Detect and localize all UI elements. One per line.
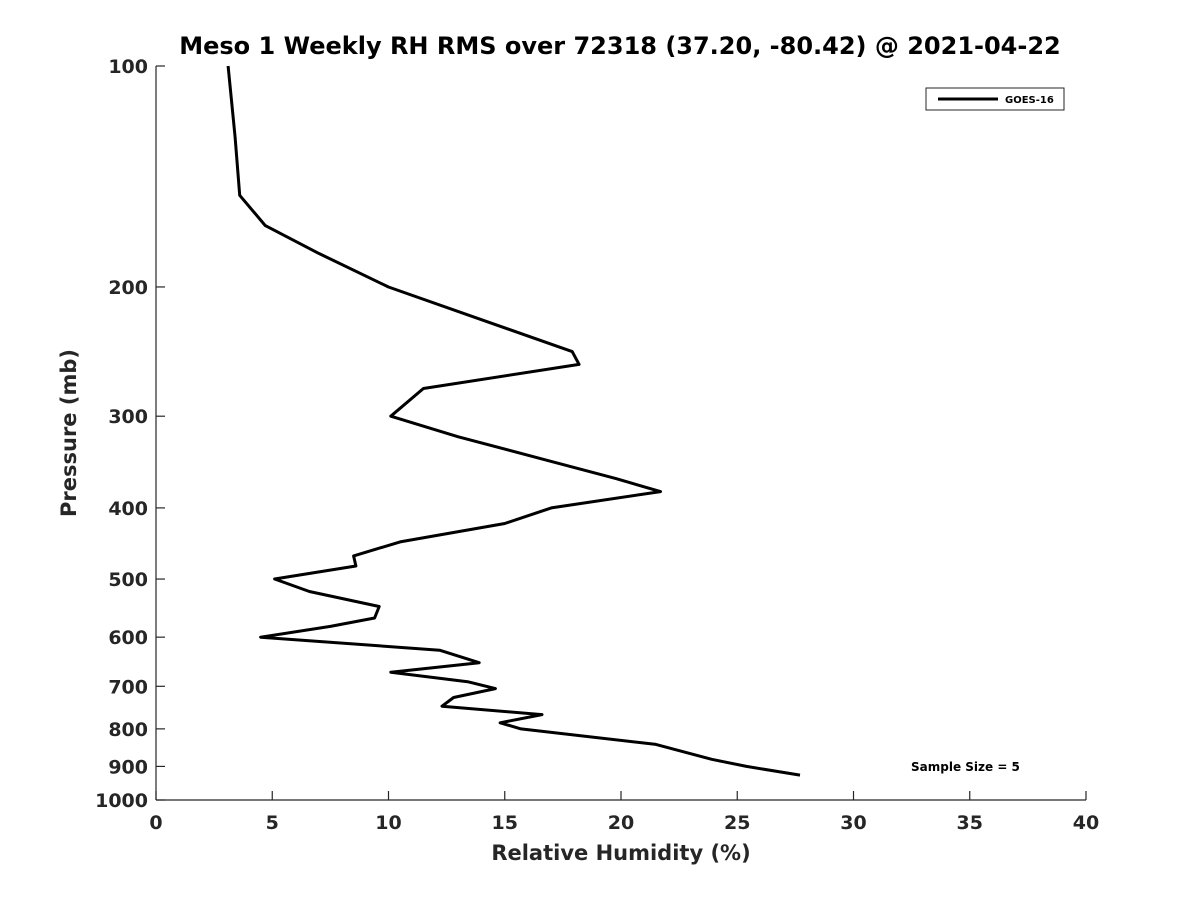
plot-area: 0 5 10 15 20 25 30 35 40 100 200 300 400 500 600 700 80…	[95, 56, 1099, 834]
y-tick-label: 400	[108, 498, 148, 520]
x-tick-label: 15	[492, 812, 518, 834]
y-tick-label: 800	[108, 719, 148, 741]
x-tick-label: 20	[608, 812, 634, 834]
legend: GOES-16	[925, 87, 1065, 111]
x-tick-label: 40	[1073, 812, 1099, 834]
x-tick-label: 5	[266, 812, 279, 834]
y-tick-label: 1000	[95, 790, 148, 812]
series-line-goes-16	[226, 65, 801, 777]
sample-size-annotation: Sample Size = 5	[911, 760, 1020, 774]
legend-label-goes-16: GOES-16	[1005, 95, 1054, 106]
x-tick-label: 10	[375, 812, 401, 834]
x-tick-label: 35	[957, 812, 983, 834]
y-tick-label: 300	[108, 406, 148, 428]
series-group	[226, 65, 801, 777]
y-tick-label: 700	[108, 676, 148, 698]
y-ticks: 100 200 300 400 500 600 700 800 900 1000	[95, 56, 165, 812]
x-axis-label: Relative Humidity (%)	[491, 841, 750, 865]
x-tick-label: 25	[724, 812, 750, 834]
y-axis-label: Pressure (mb)	[57, 349, 81, 517]
x-tick-label: 0	[149, 812, 162, 834]
y-tick-label: 200	[108, 277, 148, 299]
chart-title: Meso 1 Weekly RH RMS over 72318 (37.20, …	[179, 32, 1061, 60]
y-tick-label: 100	[108, 56, 148, 78]
x-ticks: 0 5 10 15 20 25 30 35 40	[149, 791, 1099, 834]
y-tick-label: 600	[108, 627, 148, 649]
x-tick-label: 30	[840, 812, 866, 834]
y-tick-label: 500	[108, 569, 148, 591]
y-tick-label: 900	[108, 756, 148, 778]
